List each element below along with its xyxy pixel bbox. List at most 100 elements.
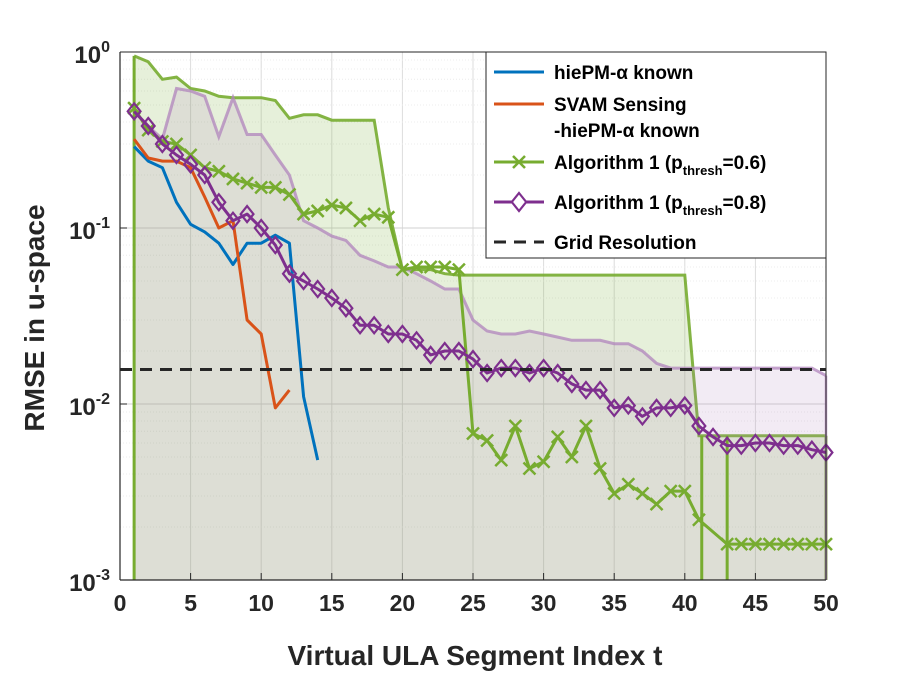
x-tick-label: 40	[672, 590, 698, 616]
x-tick-label: 0	[114, 590, 127, 616]
marker-diamond-point	[789, 435, 806, 456]
marker-x-point	[790, 537, 805, 551]
marker-x-point	[579, 419, 593, 433]
marker-x-point	[692, 512, 706, 527]
marker-x-point	[254, 180, 269, 195]
series	[120, 101, 834, 551]
marker-diamond-point	[634, 406, 651, 427]
y-tick-exponent: -2	[96, 391, 110, 408]
marker-x-point	[466, 426, 480, 441]
marker-diamond-point	[436, 341, 453, 361]
marker-x-point	[296, 207, 311, 221]
legend-label-post: =0.8)	[723, 193, 767, 214]
marker-x-point	[437, 260, 452, 274]
marker-diamond-point	[662, 398, 679, 418]
marker-x-point	[593, 461, 607, 476]
marker-x-point	[169, 137, 184, 151]
marker-diamond-point	[620, 395, 637, 416]
y-tick-base: 10	[69, 218, 96, 245]
marker-x-point	[635, 486, 650, 501]
marker-x-point	[226, 172, 240, 186]
x-tick-label: 25	[460, 590, 486, 616]
marker-diamond-point	[578, 380, 594, 400]
legend-label-main: hiePM-α known	[554, 63, 693, 84]
marker-x-point	[141, 123, 156, 137]
x-tick-label: 20	[390, 590, 416, 616]
marker-diamond-point	[253, 218, 270, 238]
marker-x-point	[748, 537, 763, 551]
x-tick-label: 30	[531, 590, 557, 616]
marker-diamond-point	[606, 398, 623, 418]
marker-x-point	[240, 176, 254, 190]
marker-diamond-point	[804, 439, 820, 460]
series-line-3	[133, 110, 827, 454]
legend-label: hiePM-α known	[554, 63, 693, 84]
y-tick-label: 10-1	[69, 215, 110, 245]
marker-x-point	[621, 477, 636, 492]
legend-swatch-marker	[512, 155, 526, 169]
legend-label: SVAM Sensing	[554, 95, 687, 116]
marker-diamond-point	[126, 101, 142, 122]
marker-x-point	[339, 201, 353, 215]
series-line-1	[132, 138, 291, 410]
y-tick-base: 10	[69, 394, 96, 421]
x-tick-label: 10	[248, 590, 274, 616]
marker-diamond-point	[225, 210, 241, 231]
marker-diamond-point	[239, 204, 255, 224]
x-tick-label: 45	[743, 590, 769, 616]
y-tick-exponent: 0	[101, 39, 110, 56]
marker-diamond-point	[295, 271, 312, 291]
marker-x-point	[268, 180, 283, 195]
legend-label-main: SVAM Sensing	[554, 95, 687, 116]
y-axis-label: RMSE in u-space	[19, 204, 50, 431]
marker-x-point	[451, 262, 466, 277]
marker-x-point	[536, 454, 551, 469]
legend-label-subscript: thresh	[683, 203, 723, 218]
legend-label: Algorithm 1 (pthresh=0.6)	[554, 153, 766, 178]
legend-box	[485, 51, 827, 259]
legend: hiePM-α known SVAM Sensing -hiePM-α known A…	[485, 51, 827, 259]
marker-diamond-point	[648, 398, 665, 418]
y-tick-exponent: -1	[96, 215, 110, 232]
marker-x-point	[762, 537, 777, 551]
x-tick-label: 5	[184, 590, 197, 616]
x-tick-label: 35	[601, 590, 627, 616]
series-line-0	[133, 145, 320, 461]
marker-x-point	[677, 484, 692, 498]
legend-label: Algorithm 1 (pthresh=0.8)	[554, 193, 766, 218]
y-tick-base: 10	[69, 570, 96, 597]
marker-diamond-point	[154, 134, 171, 154]
marker-diamond-point	[408, 330, 425, 351]
marker-diamond-point	[281, 263, 298, 284]
y-tick-label: 10-3	[69, 567, 110, 597]
marker-x-point	[381, 210, 396, 225]
marker-diamond-point	[493, 358, 510, 378]
marker-diamond-point	[733, 435, 750, 456]
marker-diamond-point	[451, 341, 467, 361]
marker-x-point	[211, 164, 226, 179]
marker-diamond-point	[775, 435, 792, 456]
marker-x-point	[353, 213, 367, 228]
marker-x-point	[550, 430, 565, 444]
marker-x-point	[395, 262, 410, 277]
marker-diamond-point	[465, 349, 481, 369]
marker-x-point	[720, 537, 735, 551]
marker-x-point	[423, 260, 438, 274]
marker-diamond-point	[196, 165, 213, 185]
marker-diamond-point	[211, 192, 227, 213]
marker-diamond-point	[691, 416, 707, 436]
y-tick-label: 100	[74, 39, 110, 69]
marker-diamond-point	[592, 380, 608, 400]
marker-diamond-point	[507, 358, 524, 378]
marker-diamond-point	[394, 324, 411, 344]
marker-diamond-point	[705, 427, 721, 447]
marker-x-point	[127, 101, 142, 115]
legend-label: Grid Resolution	[554, 233, 697, 254]
marker-diamond-point	[380, 324, 397, 344]
marker-x-point	[367, 207, 382, 221]
marker-x-point	[804, 537, 819, 551]
marker-diamond-point	[535, 358, 552, 378]
marker-diamond-point	[338, 298, 354, 319]
